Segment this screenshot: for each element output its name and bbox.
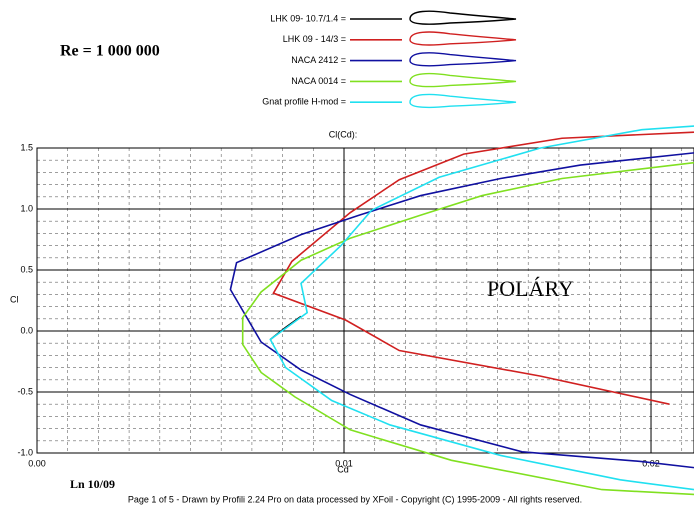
legend-airfoil [409, 93, 517, 109]
date-note: Ln 10/09 [70, 477, 115, 491]
y-tick-label: 1.0 [20, 203, 33, 213]
legend-label: Gnat profile H-mod = [262, 97, 346, 107]
y-tick-label: -0.5 [17, 386, 33, 396]
legend-label: LHK 09- 10.7/1.4 = [270, 13, 346, 23]
series-line [272, 131, 694, 405]
y-tick-label: 0.0 [20, 325, 33, 335]
chart-title: Re = 1 000 000 [60, 43, 160, 60]
legend-label: NACA 2412 = [291, 55, 346, 65]
y-tick-label: -1.0 [17, 447, 33, 457]
y-tick-label: 0.5 [20, 264, 33, 274]
x-tick-label: 0.01 [335, 458, 353, 468]
chart-subtitle: Cl(Cd): [329, 129, 358, 139]
footer: Page 1 of 5 - Drawn by Profili 2.24 Pro … [128, 494, 582, 504]
legend-label: NACA 0014 = [291, 76, 346, 86]
x-tick-label: 0.00 [28, 458, 46, 468]
series-line [229, 152, 694, 469]
legend-airfoil [409, 72, 517, 88]
legend-airfoil [409, 52, 517, 67]
legend-airfoil [409, 10, 517, 25]
y-axis-label: Cl [10, 294, 19, 304]
x-axis-label: Cd [337, 464, 349, 474]
series-line [241, 161, 694, 496]
y-tick-label: 1.5 [20, 142, 33, 152]
legend-label: LHK 09 - 14/3 = [283, 34, 346, 44]
annotation: POLÁRY [487, 276, 574, 301]
plot-frame [36, 147, 694, 454]
legend-airfoil [409, 31, 517, 46]
series-line [269, 125, 694, 491]
